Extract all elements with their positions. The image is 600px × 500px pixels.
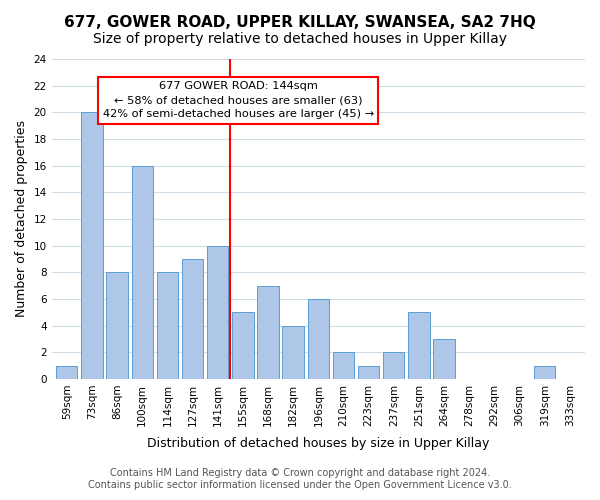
Bar [56,366,77,379]
Bar [534,366,556,379]
Bar [383,352,404,379]
Bar [131,166,153,379]
Bar [433,339,455,379]
Text: 677, GOWER ROAD, UPPER KILLAY, SWANSEA, SA2 7HQ: 677, GOWER ROAD, UPPER KILLAY, SWANSEA, … [64,15,536,30]
Bar [408,312,430,379]
X-axis label: Distribution of detached houses by size in Upper Killay: Distribution of detached houses by size … [147,437,490,450]
Bar [257,286,279,379]
Text: 677 GOWER ROAD: 144sqm
← 58% of detached houses are smaller (63)
42% of semi-det: 677 GOWER ROAD: 144sqm ← 58% of detached… [103,82,374,120]
Bar [333,352,354,379]
Bar [207,246,229,379]
Text: Size of property relative to detached houses in Upper Killay: Size of property relative to detached ho… [93,32,507,46]
Bar [182,259,203,379]
Bar [308,299,329,379]
Bar [81,112,103,379]
Text: Contains HM Land Registry data © Crown copyright and database right 2024.
Contai: Contains HM Land Registry data © Crown c… [88,468,512,490]
Bar [283,326,304,379]
Bar [232,312,254,379]
Bar [358,366,379,379]
Bar [106,272,128,379]
Bar [157,272,178,379]
Y-axis label: Number of detached properties: Number of detached properties [15,120,28,318]
